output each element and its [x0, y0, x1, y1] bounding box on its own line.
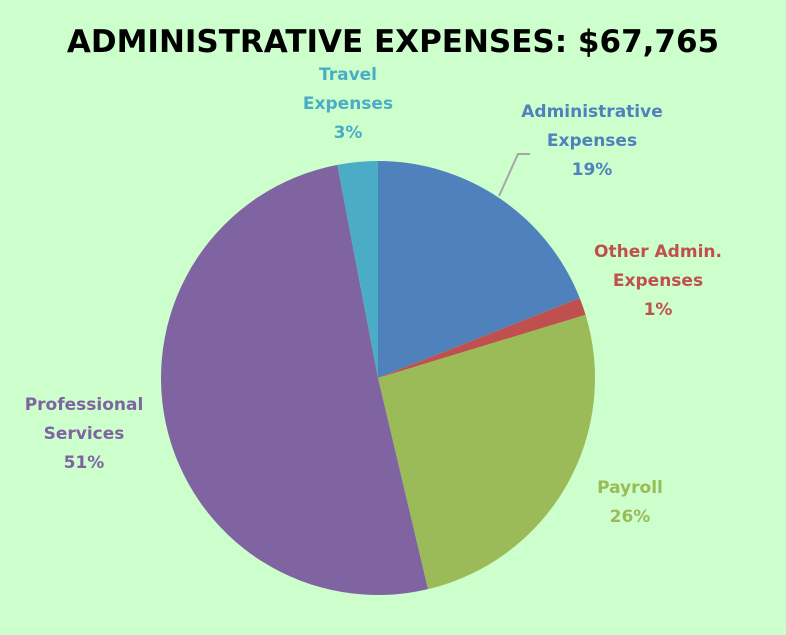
data-label-percent: 26% [610, 507, 651, 527]
data-label: Administrative Expenses 19% [521, 102, 662, 180]
data-label-name: Payroll [597, 478, 663, 498]
data-label: Payroll 26% [597, 478, 663, 527]
leader-line [498, 153, 530, 197]
slice-administrative-expenses [378, 161, 580, 378]
data-label-name: Other Admin. [594, 242, 722, 262]
data-label-name: Travel [319, 65, 377, 85]
data-label-percent: 19% [572, 160, 613, 180]
data-label-percent: 1% [644, 300, 673, 320]
data-label-name: Services [44, 424, 125, 444]
data-label-percent: 3% [334, 123, 363, 143]
slice-payroll [378, 314, 595, 590]
data-label-name: Expenses [303, 94, 393, 114]
slice-travel-expenses [337, 161, 378, 378]
data-label-name: Professional [25, 395, 144, 415]
data-label: Travel Expenses 3% [303, 65, 393, 143]
data-label-percent: 51% [64, 453, 105, 473]
chart-title: ADMINISTRATIVE EXPENSES: $67,765 [67, 24, 719, 60]
data-label: Professional Services 51% [25, 395, 144, 473]
slice-other-admin-expenses [378, 298, 586, 378]
data-label: Other Admin. Expenses 1% [594, 242, 722, 320]
data-label-name: Expenses [613, 271, 703, 291]
data-label-name: Administrative [521, 102, 662, 122]
data-label-name: Expenses [547, 131, 637, 151]
slice-professional-services [160, 164, 428, 596]
